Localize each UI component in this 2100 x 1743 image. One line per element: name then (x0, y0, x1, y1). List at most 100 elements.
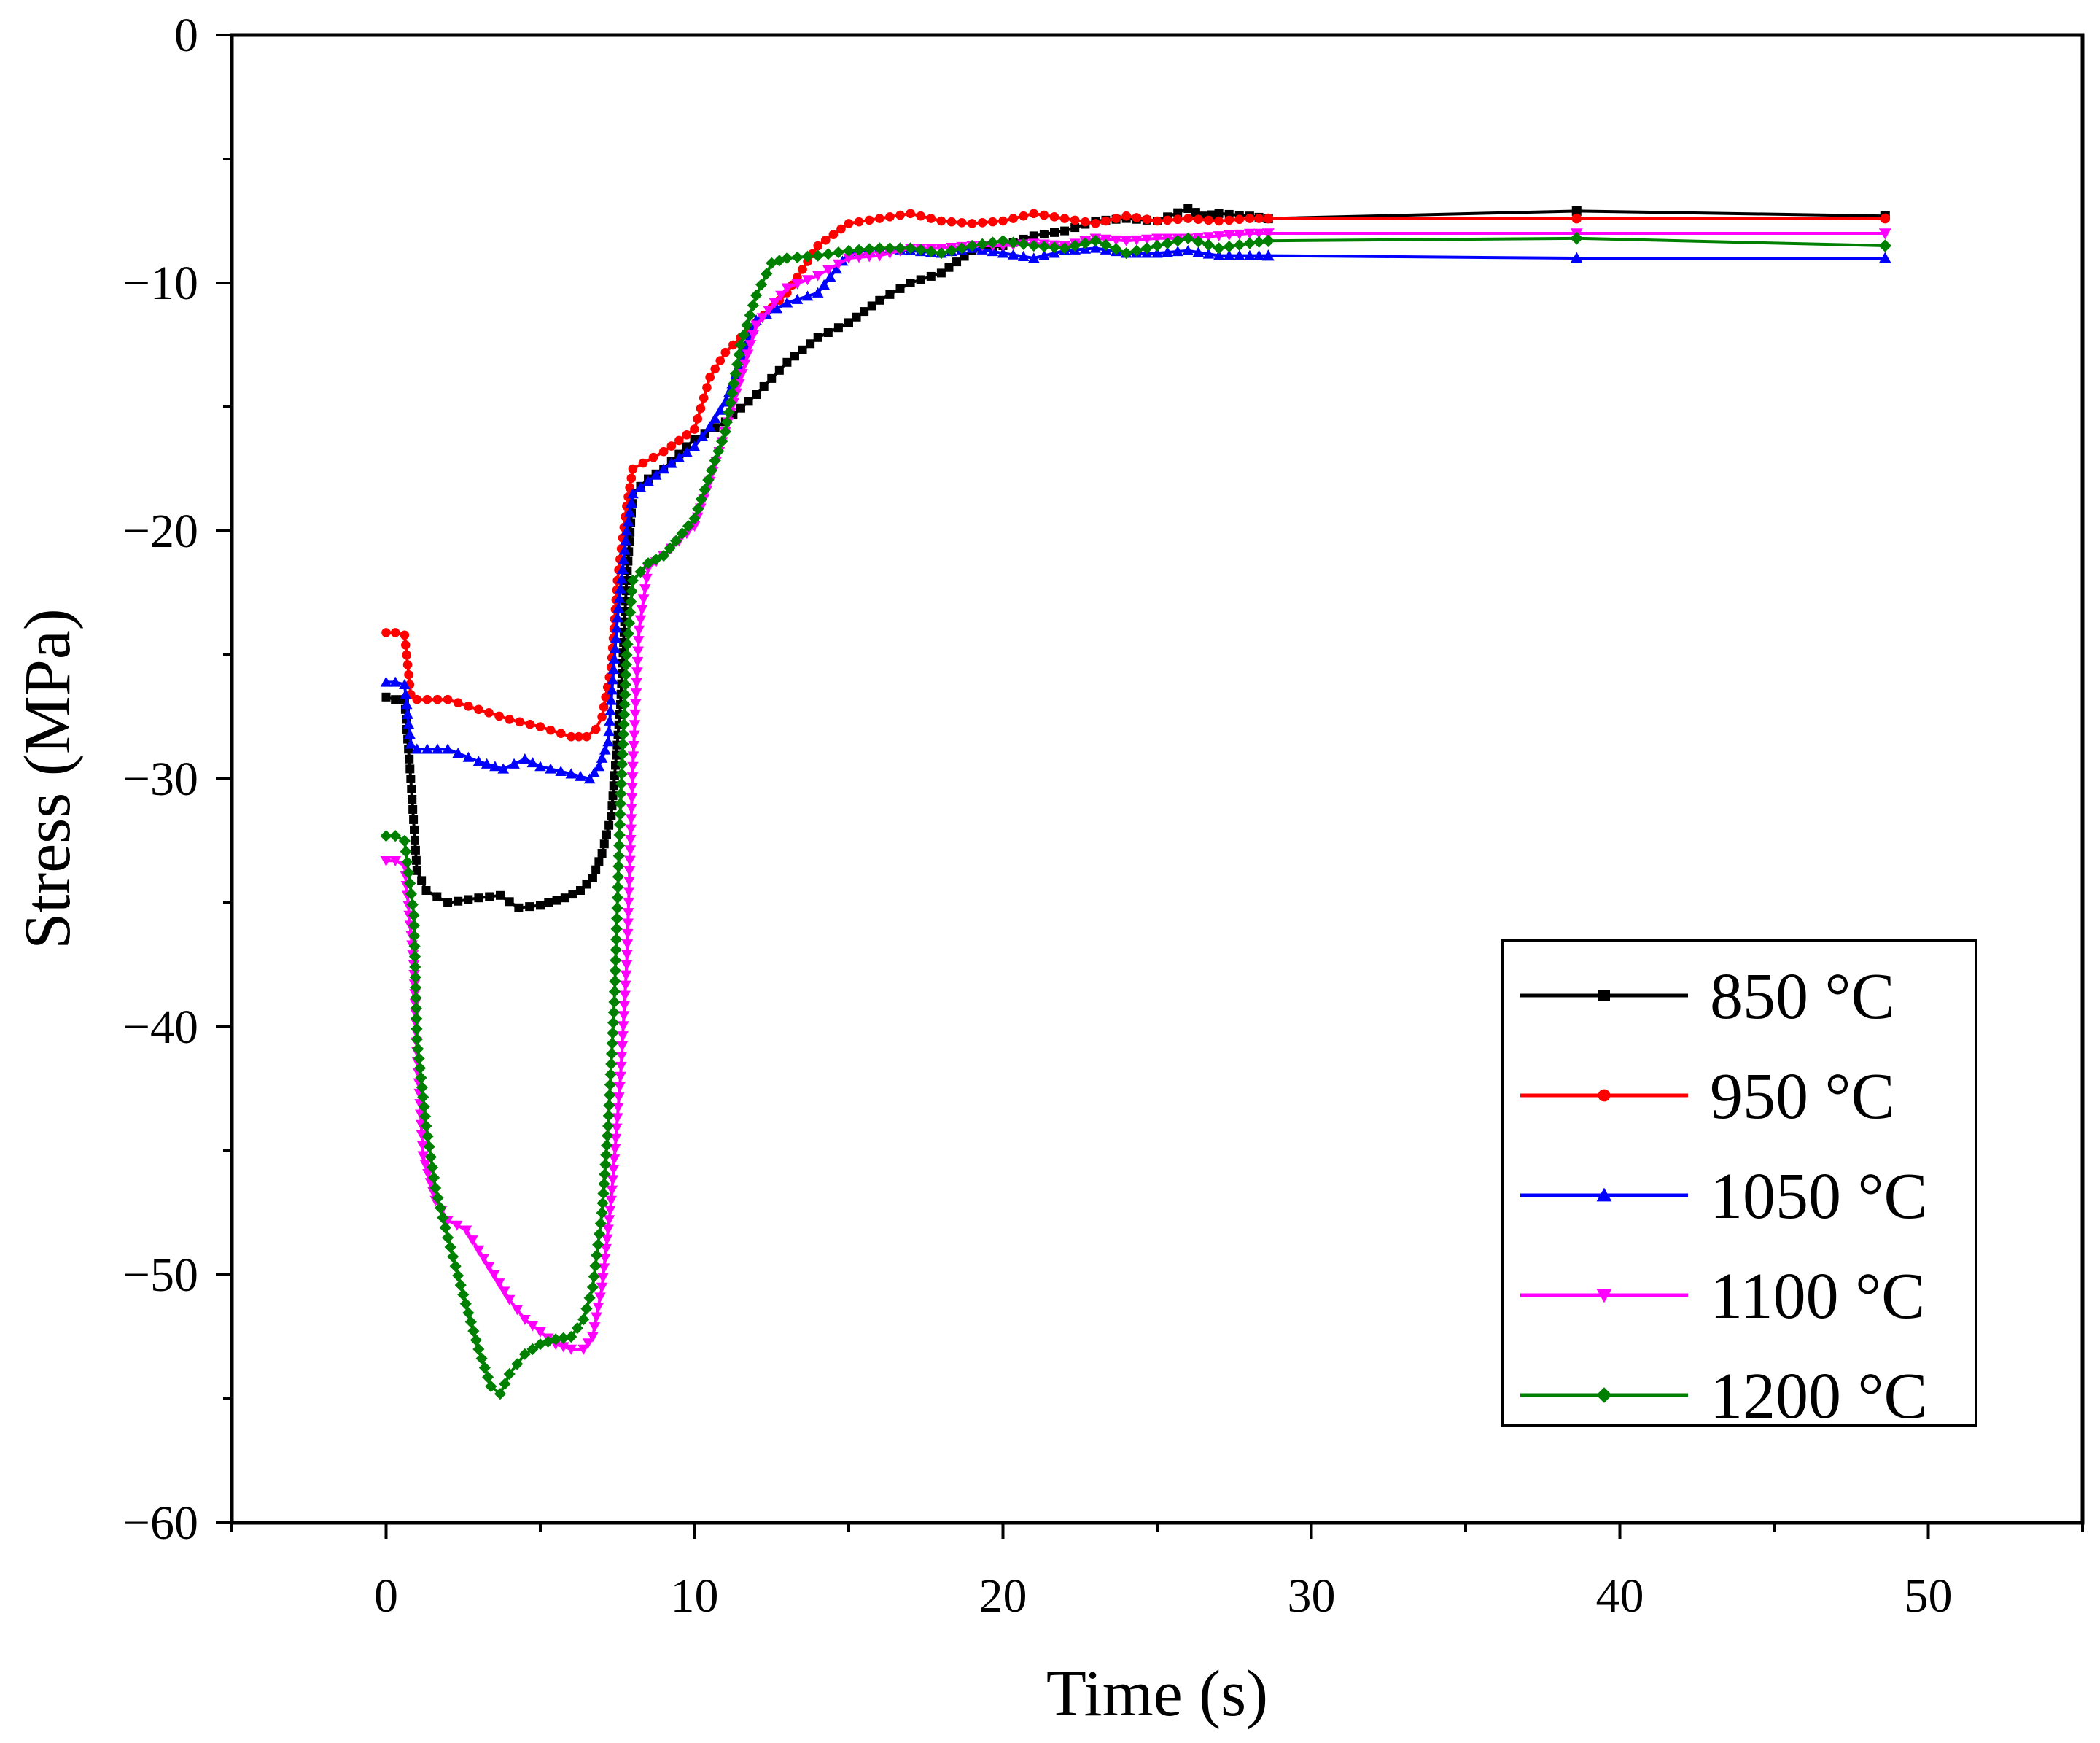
data-point (674, 435, 684, 446)
data-point (600, 1149, 612, 1161)
data-point (489, 761, 501, 772)
data-point (402, 866, 415, 879)
data-point (451, 1220, 463, 1231)
data-point (404, 729, 416, 739)
data-point (464, 895, 473, 904)
data-point (790, 352, 799, 361)
data-point (615, 777, 628, 790)
data-point (453, 698, 463, 708)
legend-marker (1596, 1387, 1612, 1403)
data-point (589, 1259, 602, 1272)
data-point (511, 1358, 524, 1370)
data-point (602, 1130, 614, 1142)
data-point (944, 263, 954, 272)
legend-marker (1596, 1289, 1612, 1303)
x-tick-label: 50 (1905, 1569, 1953, 1623)
data-point (611, 891, 624, 904)
data-point (812, 249, 824, 262)
data-point (472, 1245, 485, 1256)
data-point (597, 849, 607, 858)
data-point (610, 923, 623, 935)
data-point (705, 464, 718, 476)
data-point (608, 791, 618, 801)
data-point (604, 1205, 616, 1216)
data-point (621, 525, 633, 536)
data-point (611, 612, 623, 623)
data-point (625, 596, 637, 608)
series-950-c (381, 209, 1891, 742)
data-point (620, 970, 632, 981)
data-point (408, 909, 420, 922)
data-point (1027, 239, 1040, 252)
data-point (623, 866, 636, 877)
data-point (1130, 244, 1143, 257)
data-point (616, 758, 629, 770)
data-point (610, 632, 622, 643)
data-point (682, 520, 695, 532)
data-point (1007, 236, 1019, 249)
data-point (419, 1110, 432, 1122)
data-point (634, 481, 647, 492)
x-tick-label: 40 (1596, 1569, 1644, 1623)
data-point (613, 592, 626, 603)
data-point (884, 242, 896, 255)
data-point (596, 1282, 608, 1293)
data-point (417, 1151, 429, 1162)
data-point (464, 701, 473, 711)
data-point (578, 1344, 590, 1355)
data-point (833, 259, 844, 270)
data-point (607, 674, 619, 685)
data-point (1172, 235, 1184, 247)
data-point (633, 625, 645, 636)
data-point (1111, 214, 1121, 223)
data-point (623, 887, 635, 898)
data-point (844, 318, 853, 327)
data-point (695, 493, 707, 505)
data-point (625, 814, 637, 825)
data-point (916, 275, 925, 284)
data-point (736, 369, 748, 380)
data-point (437, 1211, 449, 1224)
y-tick-label: −10 (123, 257, 198, 310)
data-point (557, 1332, 569, 1344)
data-point (413, 1052, 425, 1065)
data-point (604, 1079, 616, 1091)
data-point (997, 247, 1009, 258)
data-point (410, 1002, 422, 1014)
data-point (801, 290, 814, 301)
data-point (390, 628, 400, 637)
data-point (875, 214, 884, 223)
data-point (690, 424, 699, 434)
data-point (593, 761, 605, 772)
data-point (742, 349, 754, 360)
data-point (493, 1278, 505, 1289)
legend-label: 1200 °C (1710, 1360, 1928, 1432)
data-point (631, 678, 642, 688)
data-point (617, 728, 630, 740)
data-point (511, 1305, 524, 1316)
data-point (432, 694, 443, 704)
data-point (525, 902, 534, 912)
data-point (565, 1344, 578, 1355)
data-point (618, 1021, 629, 1032)
data-point (519, 1314, 531, 1325)
data-point (496, 890, 505, 900)
data-point (1081, 217, 1090, 227)
data-point (418, 1100, 430, 1113)
data-point (594, 1217, 607, 1230)
data-point (759, 381, 769, 391)
data-point (421, 743, 433, 754)
data-point (801, 275, 814, 286)
data-point (906, 279, 915, 287)
data-point (588, 874, 597, 882)
data-point (626, 804, 637, 815)
data-point (608, 653, 621, 664)
data-point (462, 751, 475, 762)
data-point (503, 1294, 516, 1305)
data-point (612, 602, 624, 613)
data-point (750, 320, 762, 331)
data-point (1060, 226, 1070, 236)
data-point (1059, 214, 1070, 223)
data-point (588, 1270, 600, 1283)
data-point (405, 738, 417, 749)
